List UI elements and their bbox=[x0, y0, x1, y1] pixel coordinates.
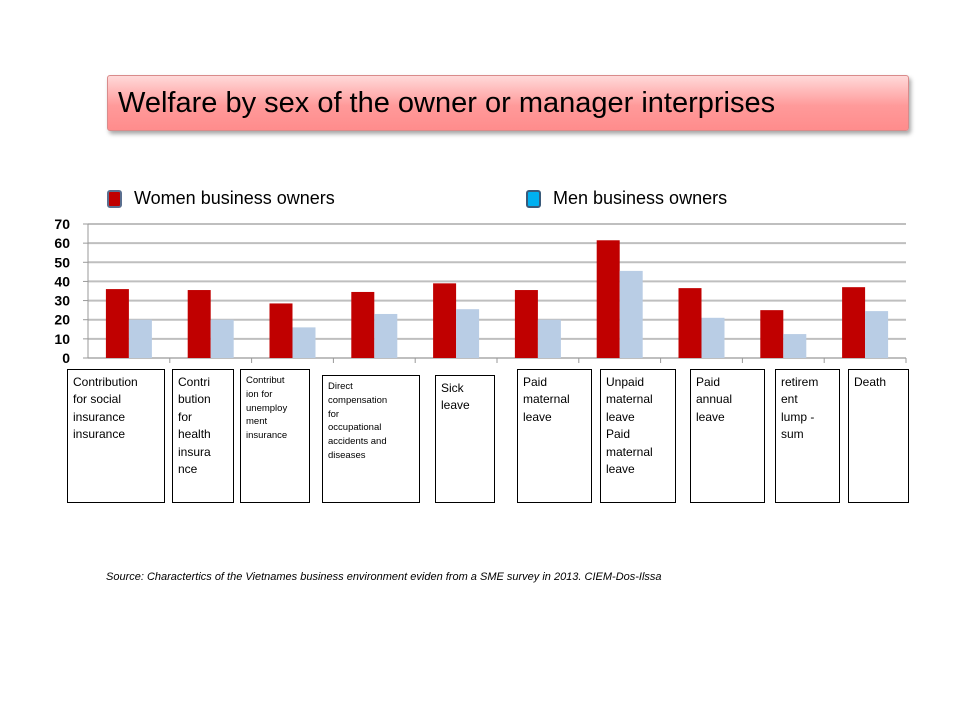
category-label: Contribut ion for unemploy ment insuranc… bbox=[240, 369, 310, 503]
bar-men bbox=[619, 270, 643, 358]
bar-men bbox=[456, 309, 480, 358]
y-tick-label: 30 bbox=[54, 293, 70, 309]
bar-women bbox=[514, 290, 538, 358]
bar-women bbox=[105, 289, 129, 358]
legend-men-label: Men business owners bbox=[553, 188, 728, 208]
category-label: Contribution for social insurance insura… bbox=[67, 369, 165, 503]
legend-women-swatch bbox=[107, 189, 122, 208]
category-label: retirem ent lump - sum bbox=[775, 369, 840, 503]
bar-women bbox=[760, 310, 784, 358]
category-label: Death bbox=[848, 369, 909, 503]
bar-men bbox=[701, 317, 725, 358]
bar-women bbox=[269, 303, 293, 358]
legend-men: Men business owners bbox=[526, 188, 727, 209]
legend-women-label: Women business owners bbox=[134, 188, 335, 208]
bar-men bbox=[128, 319, 152, 358]
y-tick-label: 20 bbox=[54, 312, 70, 328]
bar-women bbox=[187, 290, 211, 358]
source-note: Source: Charactertics of the Vietnames b… bbox=[106, 571, 662, 583]
bar-women bbox=[596, 240, 620, 358]
y-tick-label: 40 bbox=[54, 273, 70, 289]
chart-title: Welfare by sex of the owner or manager i… bbox=[118, 86, 776, 119]
bar-women bbox=[351, 291, 375, 358]
bar-women bbox=[433, 283, 457, 358]
y-tick-label: 60 bbox=[54, 235, 70, 251]
category-label: Sick leave bbox=[435, 375, 495, 503]
bar-women bbox=[842, 287, 866, 358]
bar-men bbox=[537, 319, 561, 358]
category-label: Paid annual leave bbox=[690, 369, 765, 503]
y-tick-label: 0 bbox=[62, 350, 70, 366]
y-tick-label: 70 bbox=[54, 216, 70, 232]
bar-men bbox=[210, 319, 234, 358]
title-banner: Welfare by sex of the owner or manager i… bbox=[107, 75, 909, 131]
legend-men-swatch bbox=[526, 189, 541, 208]
y-tick-label: 10 bbox=[54, 331, 70, 347]
bar-men bbox=[374, 313, 398, 358]
category-label: Unpaid maternal leave Paid maternal leav… bbox=[600, 369, 676, 503]
category-label: Paid maternal leave bbox=[517, 369, 592, 503]
bar-women bbox=[678, 288, 702, 358]
category-label: Direct compensation for occupational acc… bbox=[322, 375, 420, 503]
y-tick-label: 50 bbox=[54, 254, 70, 270]
bar-men bbox=[865, 311, 889, 358]
bar-men bbox=[783, 334, 807, 358]
category-label: Contri bution for health insura nce bbox=[172, 369, 234, 503]
bar-men bbox=[292, 327, 316, 358]
legend-women: Women business owners bbox=[107, 188, 335, 209]
